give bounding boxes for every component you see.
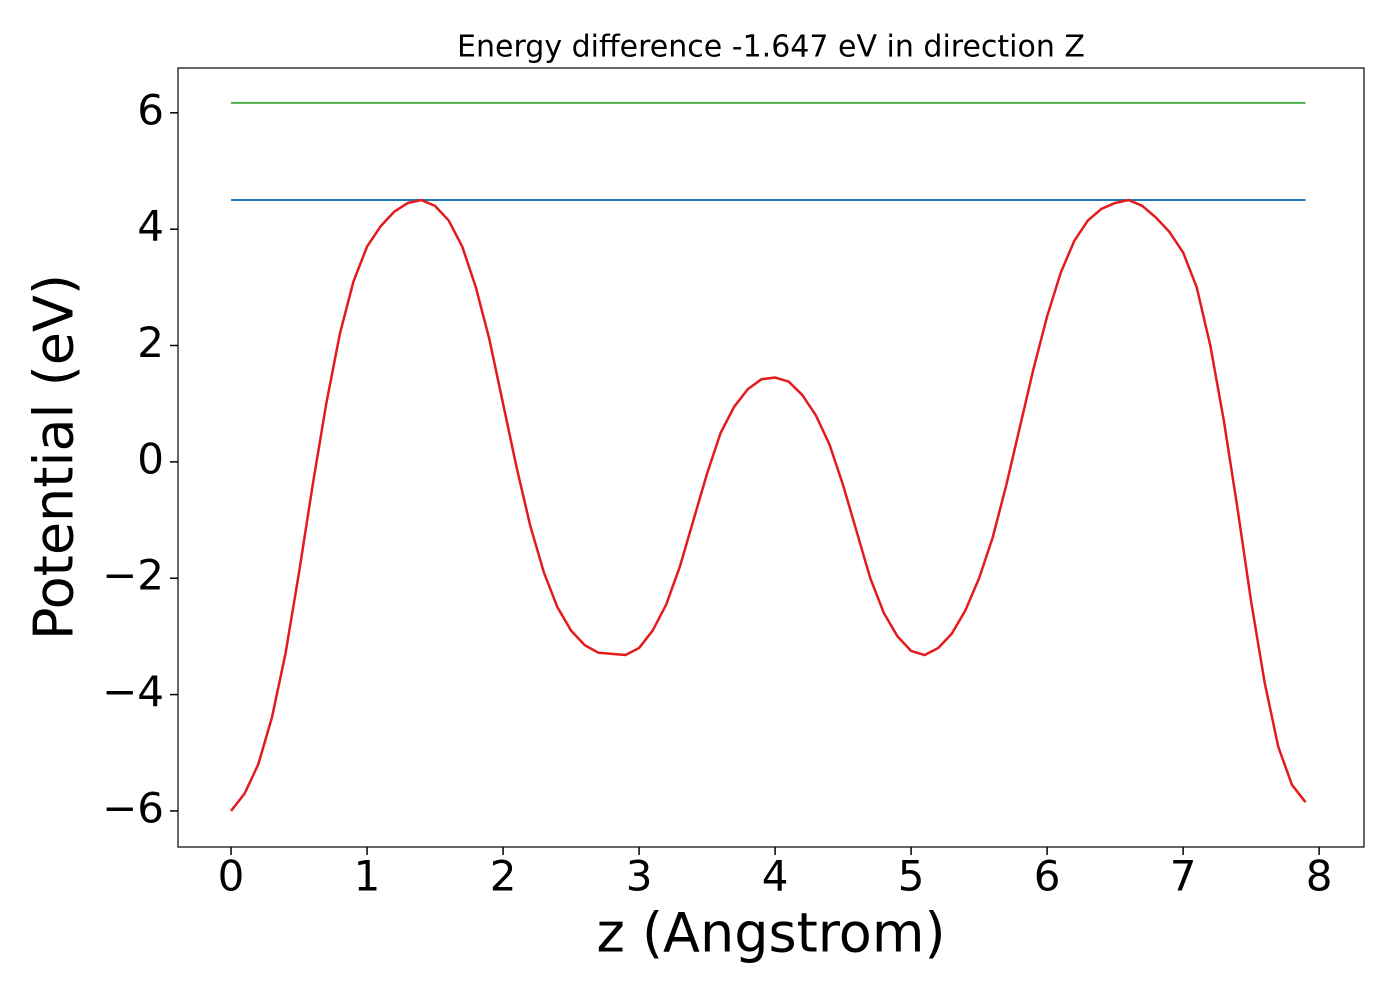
y-tick-label: 2 bbox=[137, 318, 164, 367]
x-tick-label: 8 bbox=[1306, 852, 1333, 901]
x-axis-label: z (Angstrom) bbox=[596, 902, 945, 965]
y-tick-label: 4 bbox=[137, 202, 164, 251]
y-tick-label: −6 bbox=[102, 783, 164, 832]
x-tick-label: 5 bbox=[898, 852, 925, 901]
x-tick-label: 6 bbox=[1034, 852, 1061, 901]
x-tick-label: 0 bbox=[218, 852, 245, 901]
y-tick-label: 0 bbox=[137, 434, 164, 483]
data-line bbox=[230, 198, 1307, 812]
plot-frame bbox=[177, 67, 1365, 848]
y-axis-label: Potential (eV) bbox=[23, 274, 86, 640]
y-tick-label: 6 bbox=[137, 85, 164, 134]
y-tick-label: −4 bbox=[102, 667, 164, 716]
x-tick-label: 4 bbox=[762, 852, 789, 901]
x-tick-label: 1 bbox=[354, 852, 381, 901]
y-tick-label: −2 bbox=[102, 551, 164, 600]
x-tick-label: 7 bbox=[1170, 852, 1197, 901]
x-tick-label: 2 bbox=[490, 852, 517, 901]
chart-title: Energy difference -1.647 eV in direction… bbox=[457, 30, 1085, 65]
x-tick-label: 3 bbox=[626, 852, 653, 901]
